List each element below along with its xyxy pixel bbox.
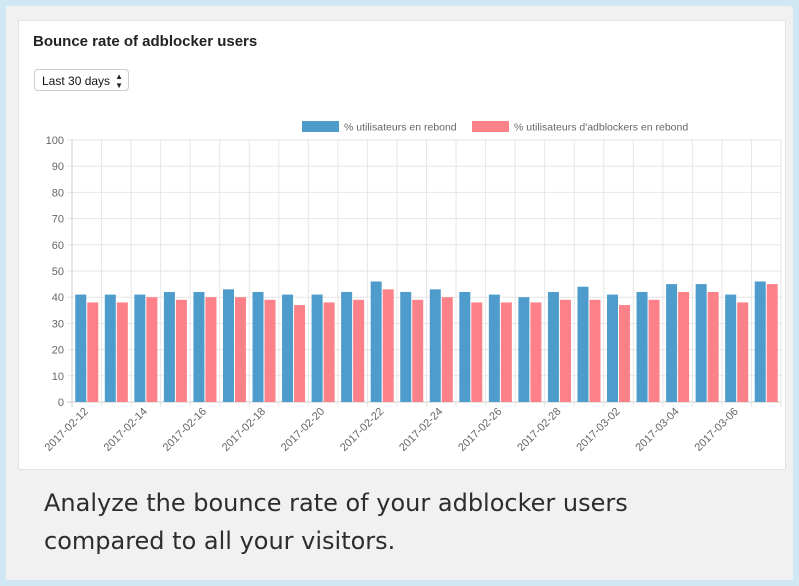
chart-card: Bounce rate of adblocker users Last 30 d… xyxy=(18,20,786,470)
bar-adblock-users xyxy=(707,291,719,402)
bar-adblock-users xyxy=(323,302,335,402)
bar-all-users xyxy=(370,281,382,402)
bar-all-users xyxy=(577,286,589,402)
x-tick-label: 2017-03-02 xyxy=(574,406,622,454)
bar-adblock-users xyxy=(678,291,690,402)
x-tick-label: 2017-02-12 xyxy=(43,406,91,454)
y-tick-label: 10 xyxy=(52,371,64,383)
bar-adblock-users xyxy=(382,289,394,402)
bar-all-users xyxy=(75,294,87,402)
bar-all-users xyxy=(163,291,175,402)
bar-adblock-users xyxy=(559,299,571,402)
y-tick-label: 70 xyxy=(52,214,64,226)
x-tick-label: 2017-02-24 xyxy=(397,406,445,454)
period-select[interactable]: Last 30 days ▲ ▼ xyxy=(34,69,130,91)
y-tick-label: 30 xyxy=(52,318,64,330)
bar-adblock-users xyxy=(87,302,99,402)
bar-adblock-users xyxy=(412,299,424,402)
bar-all-users xyxy=(547,291,559,402)
x-tick-label: 2017-03-04 xyxy=(633,406,681,454)
bar-all-users xyxy=(104,294,116,402)
bar-all-users xyxy=(400,291,412,402)
x-tick-label: 2017-02-14 xyxy=(102,406,150,454)
legend-label: % utilisateurs en rebond xyxy=(344,122,457,134)
bar-all-users xyxy=(459,291,471,402)
bar-adblock-users xyxy=(737,302,749,402)
y-tick-label: 60 xyxy=(52,240,64,252)
bar-adblock-users xyxy=(264,299,276,402)
y-tick-label: 40 xyxy=(52,292,64,304)
bar-adblock-users xyxy=(589,299,601,402)
y-tick-label: 0 xyxy=(58,397,64,409)
bar-all-users xyxy=(695,284,707,402)
bar-all-users xyxy=(341,291,353,402)
bar-adblock-users xyxy=(146,297,158,402)
bar-all-users xyxy=(725,294,737,402)
bar-adblock-users xyxy=(205,297,217,402)
select-arrows-icon: ▲ ▼ xyxy=(115,72,124,90)
bar-all-users xyxy=(222,289,234,402)
x-tick-label: 2017-03-06 xyxy=(693,406,741,454)
legend-swatch xyxy=(302,121,339,132)
caption-text: Analyze the bounce rate of your adblocke… xyxy=(44,489,628,555)
bar-all-users xyxy=(282,294,294,402)
bar-adblock-users xyxy=(619,305,631,402)
period-select-value: Last 30 days xyxy=(42,74,111,88)
x-tick-label: 2017-02-22 xyxy=(338,406,386,454)
y-tick-label: 90 xyxy=(52,161,64,173)
bar-adblock-users xyxy=(530,302,542,402)
x-tick-label: 2017-02-28 xyxy=(515,406,563,454)
bar-adblock-users xyxy=(471,302,483,402)
bar-all-users xyxy=(607,294,619,402)
x-tick-label: 2017-02-16 xyxy=(161,406,209,454)
bar-all-users xyxy=(252,291,264,402)
bar-all-users xyxy=(666,284,678,402)
legend-label: % utilisateurs d'adblockers en rebond xyxy=(514,122,688,134)
x-tick-label: 2017-02-26 xyxy=(456,406,504,454)
bar-all-users xyxy=(488,294,500,402)
bar-all-users xyxy=(754,281,766,402)
bar-all-users xyxy=(429,289,441,402)
bar-all-users xyxy=(134,294,146,402)
bar-all-users xyxy=(518,297,530,402)
bar-all-users xyxy=(636,291,648,402)
bar-adblock-users xyxy=(766,284,778,402)
y-tick-label: 20 xyxy=(52,345,64,357)
bar-all-users xyxy=(193,291,205,402)
legend-swatch xyxy=(472,121,509,132)
bar-adblock-users xyxy=(441,297,453,402)
bar-adblock-users xyxy=(648,299,660,402)
bar-adblock-users xyxy=(294,305,306,402)
x-tick-label: 2017-02-20 xyxy=(279,406,327,454)
y-tick-label: 50 xyxy=(52,266,64,278)
bar-adblock-users xyxy=(353,299,365,402)
y-tick-label: 80 xyxy=(52,187,64,199)
bar-adblock-users xyxy=(234,297,246,402)
bar-adblock-users xyxy=(175,299,187,402)
card-title: Bounce rate of adblocker users xyxy=(33,33,258,50)
slide-frame: Bounce rate of adblocker users Last 30 d… xyxy=(6,6,793,580)
bar-adblock-users xyxy=(500,302,512,402)
y-tick-label: 100 xyxy=(46,135,64,147)
x-tick-label: 2017-02-18 xyxy=(220,406,268,454)
bar-all-users xyxy=(311,294,323,402)
bar-adblock-users xyxy=(116,302,128,402)
